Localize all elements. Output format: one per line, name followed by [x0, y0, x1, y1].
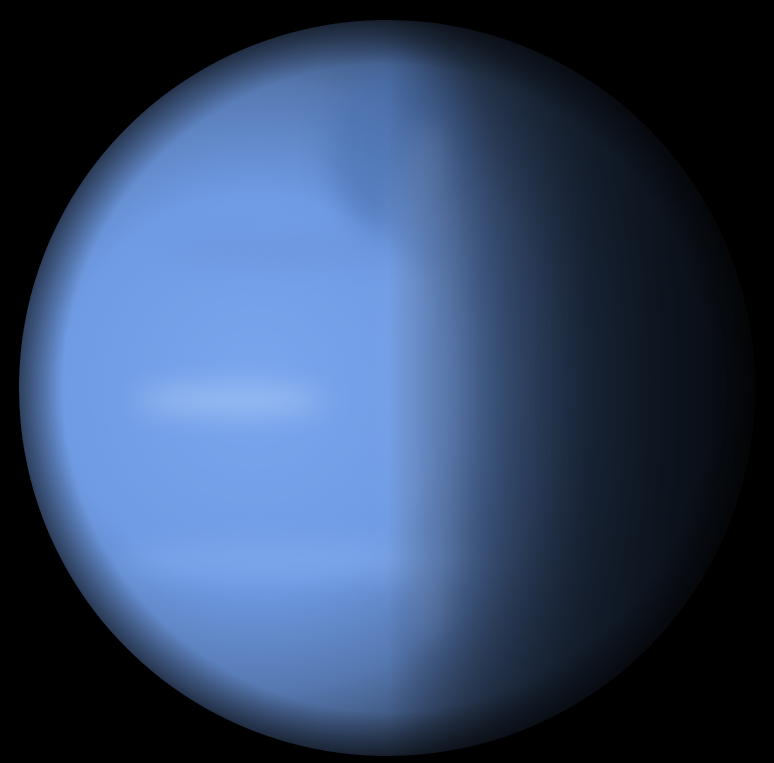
planet [19, 20, 755, 756]
limb-darkening [19, 20, 755, 756]
